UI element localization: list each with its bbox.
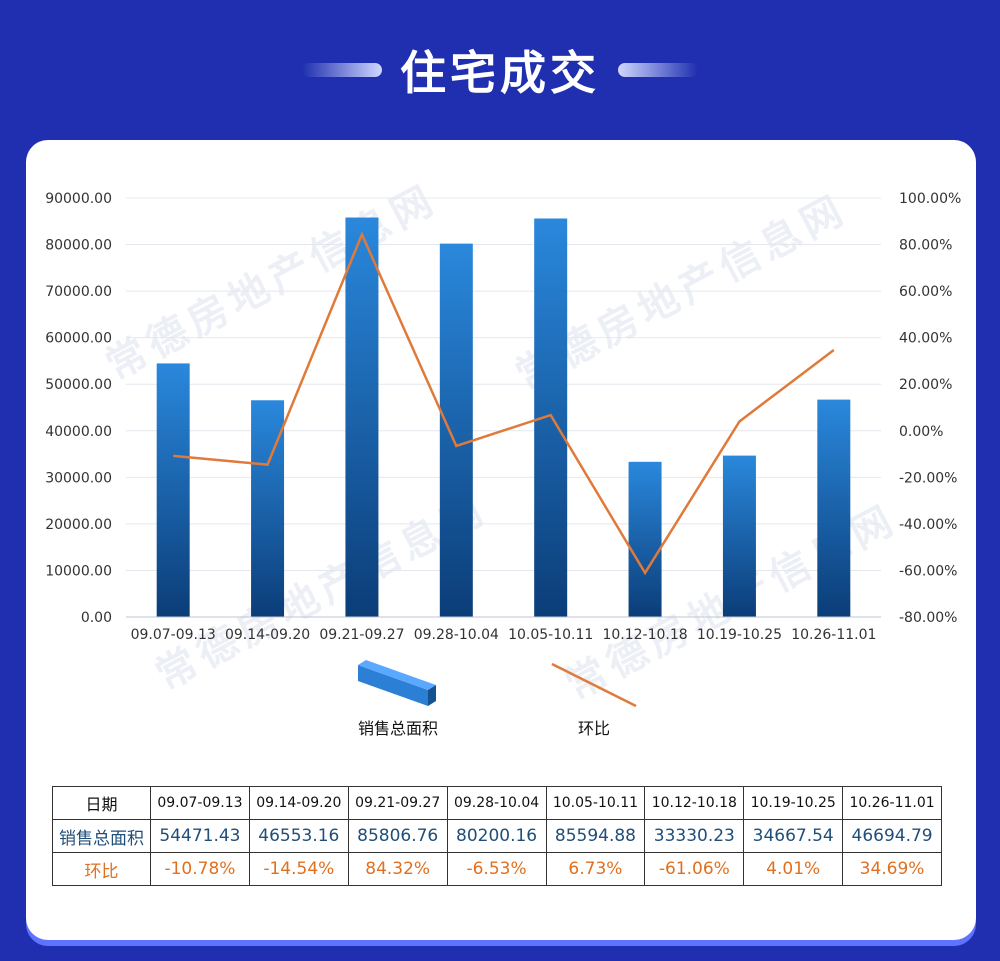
y-left-tick-label: 30000.00 [45, 470, 112, 486]
page-title: 住宅成交 [400, 46, 600, 100]
bar [722, 455, 756, 617]
x-tick-label: 09.07-09.13 [131, 627, 216, 643]
table-row-dates: 日期 09.07-09.13 09.14-09.20 09.21-09.27 0… [52, 786, 942, 820]
y-right-tick-label: 80.00% [899, 238, 952, 254]
y-right-tick-label: 60.00% [899, 284, 952, 300]
table-cell-ratio: 6.73% [545, 852, 646, 886]
bar [817, 399, 851, 617]
brand-name: 常德市房地产信息网 [790, 906, 970, 930]
chart-card: 常德房地产信息网 常德房地产信息网 常德房地产信息网 常德房地产信息网 0.00… [26, 140, 976, 940]
table-cell-area: 34667.54 [743, 819, 844, 853]
table-cell-ratio: -10.78% [150, 852, 250, 886]
x-tick-label: 09.14-09.20 [225, 627, 310, 643]
y-left-tick-label: 10000.00 [45, 563, 112, 579]
legend-bar-swatch-side [428, 685, 436, 706]
legend-bar-swatch [358, 665, 428, 706]
y-right-tick-label: 0.00% [899, 424, 943, 440]
y-right-tick-label: -20.00% [899, 470, 957, 486]
x-tick-label: 09.21-09.27 [319, 627, 404, 643]
table-cell-date: 10.05-10.11 [545, 786, 646, 820]
legend-label-area: 销售总面积 [358, 719, 438, 738]
row-header-area: 销售总面积 [52, 819, 151, 853]
wechat-icon [758, 906, 784, 927]
row-header-ratio: 环比 [52, 852, 151, 886]
y-left-tick-label: 20000.00 [45, 517, 112, 533]
bar [628, 461, 662, 617]
table-cell-date: 10.12-10.18 [644, 786, 745, 820]
y-right-tick-label: 20.00% [899, 377, 952, 393]
y-left-tick-label: 80000.00 [45, 238, 112, 254]
table-cell-area: 33330.23 [644, 819, 745, 853]
y-left-tick-label: 0.00 [81, 610, 112, 626]
bar [156, 363, 190, 617]
data-table: 日期 09.07-09.13 09.14-09.20 09.21-09.27 0… [52, 786, 942, 886]
y-right-tick-label: -40.00% [899, 517, 957, 533]
y-right-tick-label: -80.00% [899, 610, 957, 626]
bar [439, 243, 473, 617]
table-cell-ratio: -14.54% [248, 852, 349, 886]
table-cell-date: 09.14-09.20 [248, 786, 349, 820]
brand-footer: 常德市房地产信息网 [758, 902, 970, 931]
line-series-mom [173, 231, 835, 576]
table-cell-area: 85806.76 [347, 819, 448, 853]
table-cell-date: 09.28-10.04 [446, 786, 547, 820]
x-tick-label: 10.26-11.01 [791, 627, 876, 643]
table-cell-area: 80200.16 [446, 819, 547, 853]
x-tick-label: 09.28-10.04 [414, 627, 499, 643]
y-left-tick-label: 90000.00 [45, 191, 112, 207]
table-cell-ratio: 34.69% [842, 852, 942, 886]
y-right-tick-label: 100.00% [899, 191, 961, 207]
bar [345, 217, 379, 617]
table-cell-date: 10.26-11.01 [842, 786, 942, 820]
table-row-area: 销售总面积 54471.43 46553.16 85806.76 80200.1… [52, 819, 942, 853]
y-left-tick-label: 70000.00 [45, 284, 112, 300]
y-left-tick-label: 40000.00 [45, 424, 112, 440]
bar [251, 400, 285, 617]
table-cell-ratio: -61.06% [644, 852, 745, 886]
table-cell-area: 85594.88 [545, 819, 646, 853]
y-right-tick-label: 40.00% [899, 331, 952, 347]
legend-label-mom: 环比 [578, 719, 610, 738]
x-tick-label: 10.05-10.11 [508, 627, 593, 643]
x-tick-label: 10.12-10.18 [602, 627, 687, 643]
header: 住宅成交 [0, 30, 1000, 110]
table-cell-area: 46694.79 [842, 819, 942, 853]
legend-bar-swatch-top [358, 660, 436, 690]
table-cell-date: 09.07-09.13 [150, 786, 250, 820]
table-row-ratio: 环比 -10.78% -14.54% 84.32% -6.53% 6.73% -… [52, 852, 942, 886]
title-decoration-right [618, 63, 698, 77]
legend-line-swatch [551, 662, 637, 708]
combo-chart: 0.00 10000.00 20000.00 30000.00 40000.00 5000… [45, 191, 961, 738]
row-header-date: 日期 [52, 786, 151, 820]
table-cell-ratio: 84.32% [347, 852, 448, 886]
y-left-tick-label: 60000.00 [45, 331, 112, 347]
table-cell-area: 46553.16 [248, 819, 349, 853]
x-tick-label: 10.19-10.25 [697, 627, 782, 643]
y-right-tick-label: -60.00% [899, 563, 957, 579]
y-left-tick-label: 50000.00 [45, 377, 112, 393]
table-cell-date: 09.21-09.27 [347, 786, 448, 820]
title-decoration-left [302, 63, 382, 77]
table-cell-ratio: -6.53% [446, 852, 547, 886]
table-cell-date: 10.19-10.25 [743, 786, 844, 820]
table-cell-ratio: 4.01% [743, 852, 844, 886]
table-cell-area: 54471.43 [150, 819, 250, 853]
